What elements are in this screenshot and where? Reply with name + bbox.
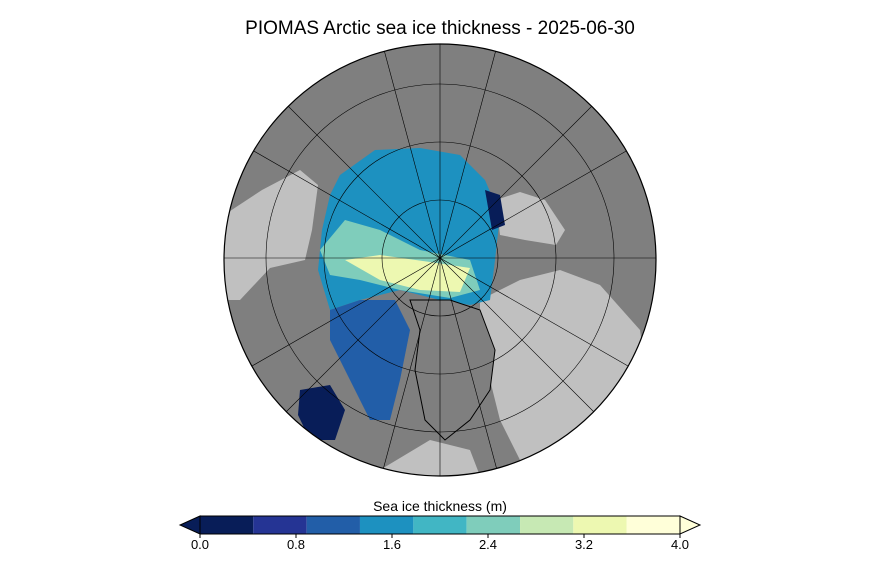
colorbar-tick-label: 3.2 bbox=[575, 537, 593, 552]
graticule bbox=[224, 44, 656, 476]
sea-ice-thickest bbox=[345, 255, 470, 292]
colorbar-tick-label: 0.8 bbox=[287, 537, 305, 552]
colorbar-frame bbox=[199, 515, 681, 535]
colorbar-segment bbox=[573, 516, 627, 534]
kara-ice bbox=[485, 190, 505, 230]
colorbar-segment bbox=[520, 516, 574, 534]
colorbar-segment bbox=[626, 516, 680, 534]
labrador-sea bbox=[380, 440, 480, 476]
colorbar-label: Sea ice thickness (m) bbox=[373, 498, 507, 514]
colorbar-tick-label: 4.0 bbox=[671, 537, 689, 552]
colorbar-segment bbox=[200, 516, 254, 534]
archipelago-ice bbox=[330, 300, 410, 420]
colorbar-segment bbox=[359, 516, 414, 534]
colorbar-segment bbox=[253, 516, 307, 534]
map-border bbox=[223, 43, 657, 477]
colorbar-segment bbox=[306, 516, 360, 534]
colorbar-tick-label: 1.6 bbox=[383, 537, 401, 552]
hudson-bay-ice bbox=[298, 385, 345, 440]
colorbar-tick-label: 0.0 bbox=[191, 537, 209, 552]
colorbar-segment bbox=[413, 516, 467, 534]
colorbar-segment bbox=[466, 516, 521, 534]
kara-sea bbox=[496, 192, 565, 245]
colorbar-extend-low bbox=[178, 515, 201, 535]
map-title: PIOMAS Arctic sea ice thickness - 2025-0… bbox=[245, 18, 635, 39]
greenland bbox=[409, 299, 496, 441]
pacific-ocean bbox=[224, 170, 318, 300]
colorbar: 0.0 0.8 1.6 2.4 3.2 4.0 bbox=[178, 515, 702, 552]
colorbar-extend-high bbox=[679, 515, 702, 535]
colorbar-tick-label: 2.4 bbox=[479, 537, 497, 552]
map bbox=[224, 44, 656, 476]
